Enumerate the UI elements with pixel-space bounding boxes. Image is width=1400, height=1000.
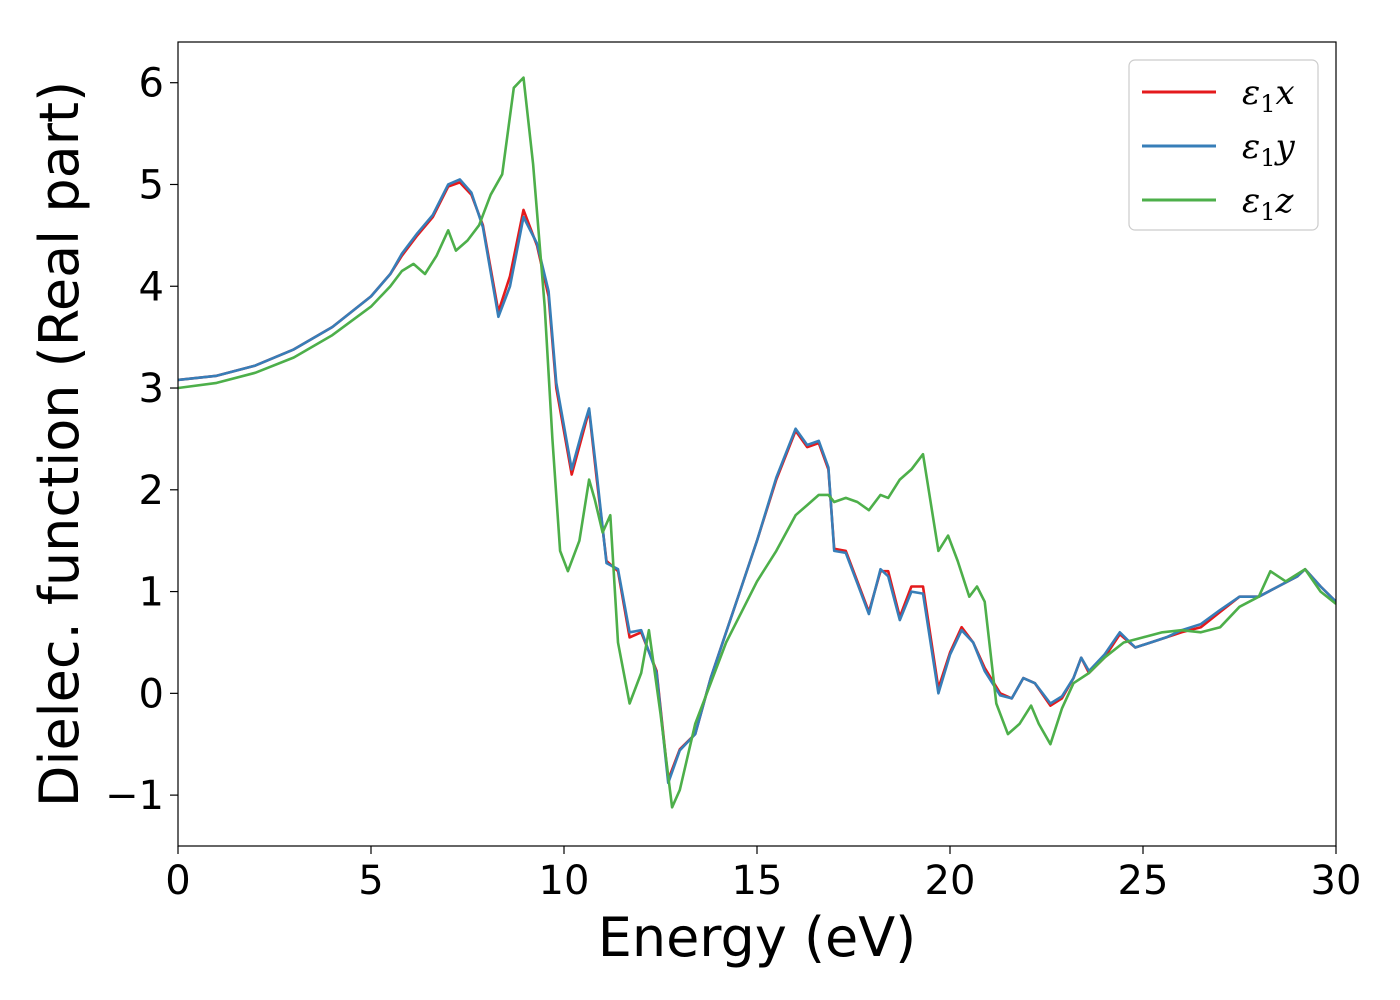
y-tick-label: 4	[139, 264, 164, 310]
y-tick-label: 1	[139, 570, 164, 616]
x-tick-label: 30	[1311, 858, 1362, 904]
x-tick-label: 10	[539, 858, 590, 904]
plot-lines	[178, 76, 1336, 809]
x-tick-label: 0	[165, 858, 190, 904]
y-tick-label: −1	[105, 773, 164, 819]
y-tick-label: 6	[139, 61, 164, 107]
y-tick-label: 5	[139, 162, 164, 208]
legend-label: ε1z	[1242, 181, 1295, 226]
x-axis: 0 5 10 15 20 25 30	[165, 846, 1361, 904]
legend-label: ε1y	[1242, 127, 1296, 172]
x-tick-label: 15	[732, 858, 783, 904]
y-tick-label: 2	[139, 468, 164, 514]
series-line-3	[178, 76, 1336, 809]
legend-label: ε1x	[1242, 73, 1295, 118]
y-tick-label: 0	[139, 671, 164, 717]
y-axis: −1 0 1 2 3 4 5 6	[105, 61, 178, 819]
x-tick-label: 20	[925, 858, 976, 904]
x-axis-label: Energy (eV)	[598, 906, 917, 969]
legend: ε1x ε1y ε1z	[1128, 59, 1319, 231]
legend-box	[1128, 59, 1319, 231]
x-tick-label: 5	[358, 858, 383, 904]
x-tick-label: 25	[1118, 858, 1169, 904]
y-tick-label: 3	[139, 366, 164, 412]
y-axis-label: Dielec. function (Real part)	[28, 81, 91, 807]
series-line-2	[178, 178, 1336, 785]
